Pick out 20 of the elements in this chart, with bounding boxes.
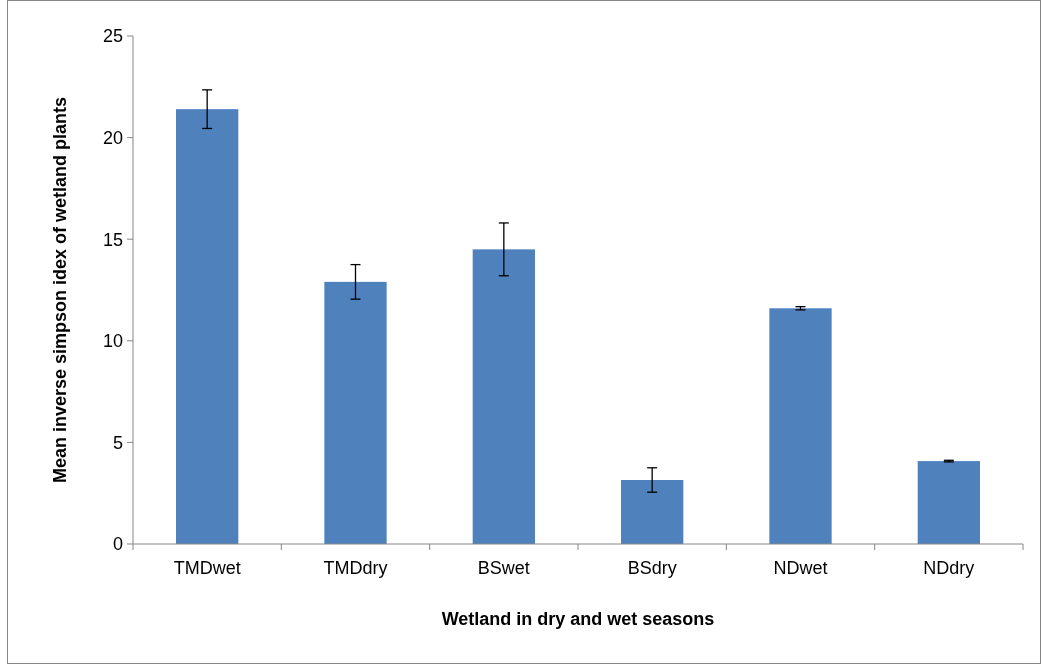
bar [472, 249, 535, 544]
x-tick-label: TMDwet [173, 558, 241, 578]
x-axis-title: Wetland in dry and wet seasons [441, 609, 715, 629]
x-tick-label: NDwet [773, 558, 828, 578]
bar [769, 308, 832, 544]
x-tick-label: NDdry [923, 558, 975, 578]
bar [324, 281, 387, 544]
bar [917, 461, 980, 544]
x-tick-label: BSdry [627, 558, 677, 578]
y-axis-title: Mean inverse simpson idex of wetland plants [50, 96, 70, 484]
y-tick-label: 5 [112, 432, 123, 453]
y-tick-label: 10 [102, 331, 123, 352]
y-tick-label: 0 [112, 534, 123, 555]
bar [176, 109, 239, 544]
y-tick-label: 15 [102, 229, 123, 250]
x-tick-label: TMDdry [323, 558, 388, 578]
bar [621, 479, 684, 544]
y-tick-label: 25 [102, 26, 123, 47]
y-tick-label: 20 [102, 127, 123, 148]
x-tick-label: BSwet [477, 558, 530, 578]
